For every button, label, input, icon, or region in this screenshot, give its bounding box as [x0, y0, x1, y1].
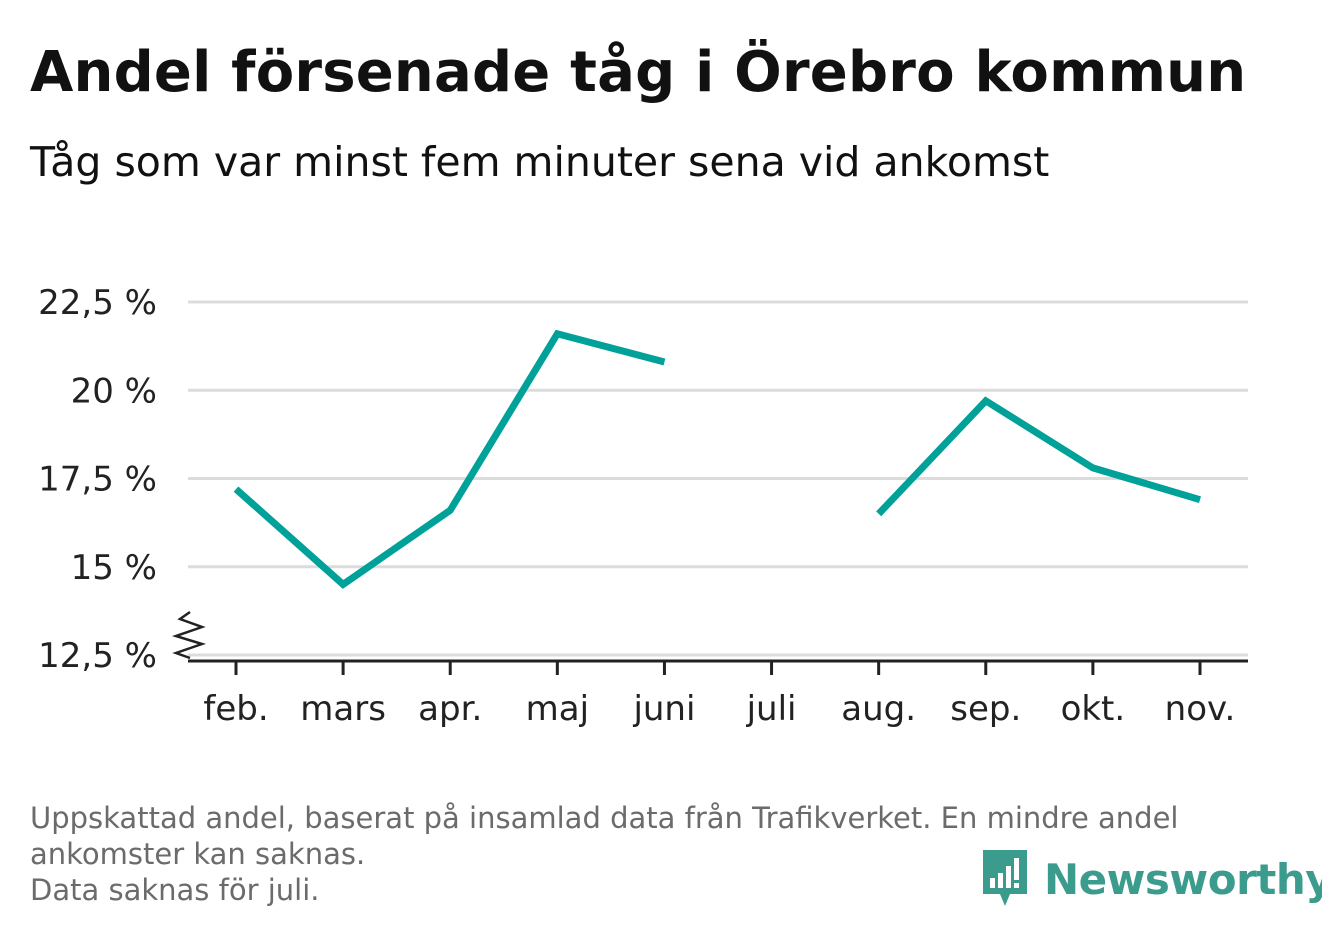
footnote-line-2: ankomster kan saknas.	[30, 837, 366, 871]
footnote-line-3: Data saknas för juli.	[30, 873, 320, 907]
x-axis	[188, 659, 1248, 675]
x-tick-label: nov.	[1165, 689, 1236, 729]
chart-subtitle: Tåg som var minst fem minuter sena vid a…	[30, 138, 1050, 186]
x-tick-label: sep.	[950, 689, 1021, 729]
y-tick-label: 17,5 %	[38, 460, 157, 500]
x-tick-label: juni	[632, 689, 695, 729]
brand-name: Newsworthy	[1044, 854, 1322, 904]
gridlines	[188, 300, 1248, 657]
series-line-segment	[876, 396, 1201, 517]
newsworthy-logo-icon	[983, 850, 1027, 906]
y-tick-label: 12,5 %	[38, 636, 157, 676]
x-tick-label: feb.	[203, 689, 268, 729]
x-tick-label: mars	[300, 689, 386, 729]
chart-title: Andel försenade tåg i Örebro kommun	[30, 40, 1247, 105]
footnote: Uppskattad andel, baserat på insamlad da…	[30, 800, 1290, 908]
x-tick-label: aug.	[841, 689, 916, 729]
x-tick-label: juli	[746, 689, 797, 729]
x-axis-tick-labels: feb. mars apr. maj juni juli aug. sep. okt. nov.	[203, 689, 1235, 729]
y-axis-tick-labels: 12,5 % 15 % 17,5 % 20 % 22,5 %	[38, 283, 157, 676]
series-lines	[233, 329, 1201, 589]
x-tick-label: okt.	[1061, 689, 1126, 729]
brand-logo: Newsworthy	[980, 848, 1322, 910]
y-tick-label: 20 %	[71, 371, 157, 411]
y-tick-label: 22,5 %	[38, 283, 157, 323]
line-chart: 12,5 % 15 % 17,5 % 20 % 22,5 % feb. mars apr. m…	[38, 283, 1248, 729]
x-tick-label: apr.	[418, 689, 482, 729]
footnote-line-1: Uppskattad andel, baserat på insamlad da…	[30, 801, 1179, 835]
axis-break-icon	[171, 610, 207, 660]
y-tick-label: 15 %	[71, 548, 157, 588]
series-line-segment	[233, 329, 666, 589]
x-tick-label: maj	[526, 689, 589, 729]
